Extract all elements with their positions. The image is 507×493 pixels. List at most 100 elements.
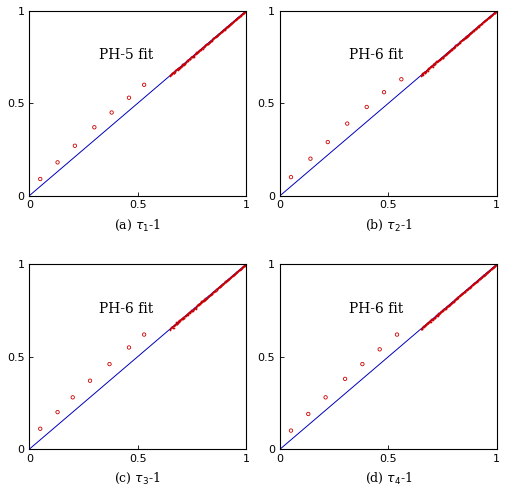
Point <box>197 45 205 53</box>
Point <box>470 26 478 34</box>
Point <box>225 21 233 29</box>
Point <box>90 123 98 131</box>
Point <box>191 304 199 312</box>
Point <box>224 22 232 30</box>
Point <box>451 43 459 51</box>
Point <box>425 64 433 71</box>
Point <box>442 50 450 58</box>
Point <box>491 261 499 269</box>
Point <box>220 279 228 286</box>
Point <box>175 316 183 324</box>
Point <box>173 66 182 73</box>
Point <box>207 37 215 45</box>
Point <box>445 48 453 56</box>
Point <box>190 305 198 313</box>
Point <box>183 57 191 65</box>
Point <box>230 17 238 25</box>
Point <box>188 307 196 315</box>
Point <box>484 14 492 22</box>
Point <box>471 26 479 34</box>
Point <box>202 295 210 303</box>
Point <box>233 14 241 22</box>
Point <box>433 57 442 65</box>
Point <box>189 52 197 60</box>
Point <box>186 55 194 63</box>
Point <box>440 52 448 60</box>
Point <box>177 63 185 71</box>
Point <box>220 26 228 34</box>
Point <box>219 27 227 35</box>
Point <box>422 320 430 328</box>
Point <box>468 28 476 36</box>
Point <box>467 282 476 289</box>
Point <box>482 269 490 277</box>
Point <box>445 47 453 55</box>
Point <box>473 24 481 32</box>
Point <box>489 263 497 271</box>
Point <box>172 320 180 328</box>
Point <box>208 36 216 44</box>
Point <box>463 286 471 294</box>
Point <box>175 64 184 72</box>
Point <box>479 19 487 27</box>
Point <box>230 18 238 26</box>
Point <box>228 19 236 27</box>
Point <box>239 9 247 17</box>
Point <box>197 299 205 307</box>
Point <box>436 56 444 64</box>
Point <box>201 296 209 304</box>
Point <box>223 277 231 285</box>
Point <box>468 282 477 289</box>
Point <box>178 315 187 323</box>
Point <box>167 323 175 331</box>
Point <box>484 268 492 276</box>
Point <box>229 272 237 280</box>
Point <box>168 322 176 330</box>
Point <box>460 35 468 43</box>
Point <box>461 34 469 42</box>
Point <box>424 65 432 73</box>
Point <box>199 43 207 51</box>
Point <box>459 35 467 43</box>
Point <box>486 12 494 20</box>
Point <box>457 36 465 44</box>
Point <box>434 311 442 319</box>
Point <box>457 37 465 45</box>
Point <box>464 285 472 293</box>
Point <box>216 29 225 36</box>
Point <box>482 16 490 24</box>
Point <box>222 278 230 285</box>
Point <box>454 40 462 48</box>
Point <box>218 281 226 288</box>
Point <box>192 305 200 313</box>
Point <box>462 33 470 40</box>
Point <box>221 278 229 286</box>
Point <box>464 284 473 292</box>
Point <box>427 318 435 326</box>
Point <box>430 59 438 67</box>
Point <box>167 70 175 77</box>
Point <box>484 268 492 276</box>
Point <box>207 37 215 45</box>
Point <box>209 35 217 42</box>
Point <box>230 270 238 278</box>
Point <box>463 32 472 39</box>
Point <box>177 315 186 322</box>
Point <box>477 21 485 29</box>
Point <box>234 13 242 21</box>
Point <box>215 283 223 291</box>
Point <box>491 9 499 17</box>
Point <box>443 49 451 57</box>
Point <box>212 32 220 40</box>
Point <box>187 53 195 61</box>
Point <box>475 23 483 31</box>
Point <box>433 311 441 319</box>
Point <box>199 297 207 305</box>
Point <box>215 283 223 291</box>
Point <box>210 287 219 295</box>
Point <box>428 316 437 323</box>
Point <box>483 15 491 23</box>
Point <box>492 7 500 15</box>
Point <box>185 55 193 63</box>
Point <box>209 35 217 43</box>
